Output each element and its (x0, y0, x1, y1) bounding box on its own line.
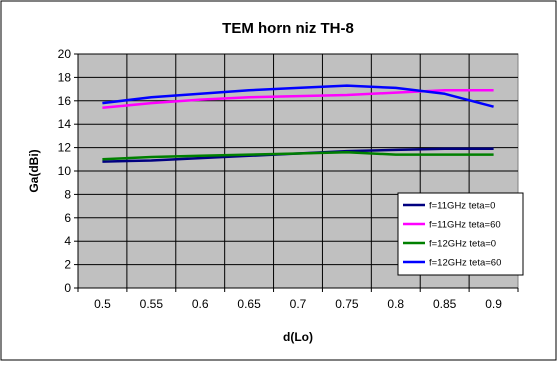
y-tick-label: 14 (58, 117, 72, 131)
y-tick-label: 6 (64, 211, 71, 225)
x-tick-label: 0.9 (485, 297, 502, 311)
x-tick-label: 0.75 (335, 297, 359, 311)
series-line-4 (102, 84, 494, 108)
legend-label: f=12GHz teta=0 (429, 239, 496, 250)
legend-label: f=11GHz teta=60 (429, 220, 501, 231)
x-tick-label: 0.65 (237, 297, 261, 311)
y-tick-label: 16 (58, 94, 72, 108)
y-tick-label: 12 (58, 141, 72, 155)
legend: f=11GHz teta=0 f=11GHz teta=60 f=12GHz tet… (397, 192, 524, 276)
x-tick-label: 0.55 (140, 297, 164, 311)
y-tick-label: 4 (64, 234, 71, 248)
axes: 0 2 4 6 8 10 12 14 16 18 20 0.5 0.55 0.6 0.65 0.7 0.75 0.… (58, 47, 519, 311)
y-tick-label: 2 (64, 258, 71, 272)
legend-label: f=11GHz teta=0 (429, 201, 495, 212)
y-tick-label: 18 (58, 70, 72, 84)
x-tick-label: 0.7 (290, 297, 307, 311)
x-tick-label: 0.5 (94, 297, 111, 311)
y-tick-label: 8 (64, 187, 71, 201)
series-line-3 (102, 151, 494, 161)
x-tick-label: 0.6 (192, 297, 209, 311)
series-lines (102, 84, 494, 163)
chart-title: TEM horn niz TH-8 (222, 20, 354, 37)
x-tick-label: 0.8 (387, 297, 404, 311)
legend-label: f=12GHz teta=60 (429, 258, 501, 269)
y-tick-label: 10 (58, 164, 72, 178)
x-axis-label: d(Lo) (283, 330, 313, 344)
y-tick-label: 0 (64, 281, 71, 295)
x-tick-label: 0.85 (433, 297, 457, 311)
y-tick-label: 20 (58, 47, 72, 61)
y-axis-label: Ga(dBi) (27, 149, 41, 192)
